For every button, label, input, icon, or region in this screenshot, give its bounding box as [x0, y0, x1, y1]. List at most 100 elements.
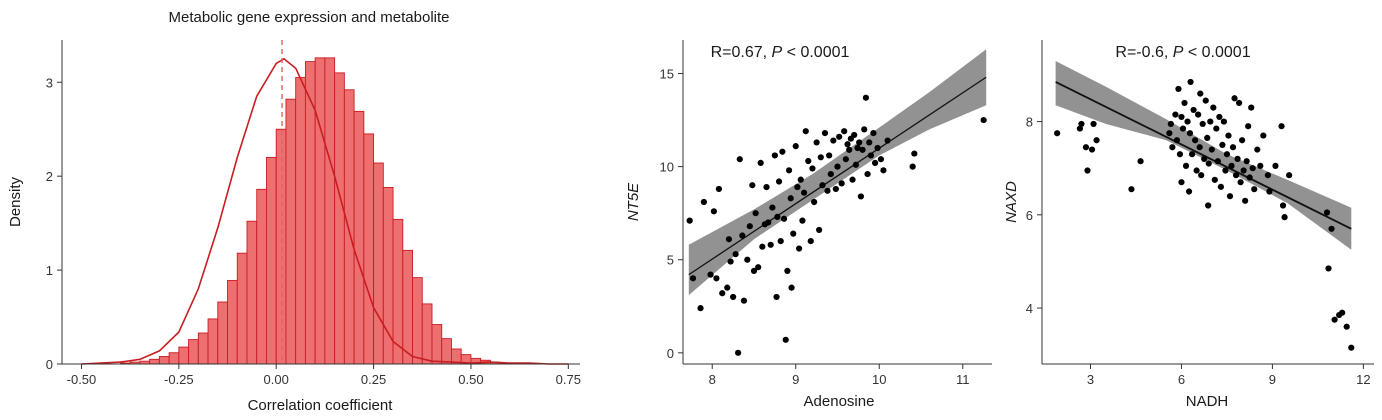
data-point — [782, 336, 789, 343]
data-point — [1323, 209, 1331, 216]
data-point — [830, 137, 837, 144]
data-point — [700, 198, 707, 206]
data-point — [1205, 160, 1212, 167]
data-point — [836, 133, 843, 140]
histogram-bar — [168, 352, 180, 365]
scatter-points — [686, 94, 987, 356]
scatter-y-ticks: 4 6 8 — [1026, 115, 1042, 316]
data-point — [1201, 155, 1208, 162]
data-point — [861, 126, 868, 133]
data-point — [1243, 158, 1250, 165]
data-point — [866, 139, 873, 146]
data-point — [1181, 99, 1188, 107]
y-tick-label: 3 — [46, 75, 53, 90]
histogram-panel: Metabolic gene expression and metabolite… — [7, 9, 581, 414]
data-point — [824, 187, 831, 194]
data-point — [1088, 146, 1096, 153]
data-point — [980, 116, 987, 124]
data-point — [1173, 137, 1181, 144]
data-point — [884, 137, 891, 144]
data-point — [1172, 111, 1179, 118]
data-point — [874, 144, 881, 152]
data-point — [909, 163, 916, 170]
data-point — [807, 238, 814, 245]
data-point — [1078, 120, 1085, 128]
y-tick-label: 4 — [1026, 301, 1033, 316]
y-tick-label: 5 — [667, 253, 674, 268]
data-point — [816, 226, 823, 234]
data-point — [1272, 162, 1279, 169]
data-point — [842, 156, 849, 163]
data-point — [1205, 202, 1212, 209]
histogram-bar — [295, 77, 306, 365]
data-point — [1325, 265, 1332, 272]
scatter-y-ticks: 0 5 10 15 — [660, 67, 683, 361]
data-point — [867, 152, 875, 159]
regression-line — [688, 76, 987, 276]
data-point — [792, 143, 799, 150]
data-point — [1245, 123, 1252, 130]
data-point — [1266, 188, 1273, 195]
histogram-bar — [431, 324, 443, 365]
data-point — [1249, 165, 1256, 172]
data-point — [1179, 125, 1187, 132]
y-tick-label: 10 — [660, 160, 674, 175]
data-point — [1220, 118, 1228, 125]
data-point — [775, 178, 783, 185]
histogram-bar — [188, 339, 199, 365]
data-point — [1199, 120, 1206, 128]
histogram-bar — [275, 128, 287, 365]
data-point — [755, 264, 762, 271]
x-tick-label: 0.00 — [264, 372, 289, 387]
x-tick-label: 10 — [872, 372, 886, 387]
data-point — [1328, 225, 1335, 232]
x-tick-label: 3 — [1087, 372, 1094, 387]
data-point — [1264, 172, 1271, 179]
data-point — [1260, 132, 1267, 139]
histogram-bar — [285, 98, 297, 365]
data-point — [1082, 144, 1090, 151]
histogram-bar — [236, 252, 248, 365]
histogram-y-label: Density — [7, 176, 24, 227]
data-point — [1196, 144, 1203, 151]
data-point — [1093, 137, 1100, 144]
data-point — [832, 185, 839, 193]
data-point — [811, 198, 818, 206]
histogram-bar — [441, 338, 452, 365]
scatter-x-ticks: 8 9 10 11 — [709, 364, 970, 387]
data-point — [697, 305, 704, 312]
data-point — [809, 165, 816, 172]
scatter-x-label: Adenosine — [804, 393, 875, 410]
x-tick-label: 9 — [1269, 372, 1276, 387]
x-tick-label: 0.50 — [458, 372, 483, 387]
data-point — [800, 189, 808, 196]
data-point — [1084, 167, 1091, 174]
data-point — [864, 170, 871, 178]
data-point — [1348, 344, 1355, 351]
histogram-bar — [158, 356, 170, 365]
data-point — [732, 251, 739, 258]
density-curve — [81, 57, 569, 365]
data-point — [1054, 130, 1061, 137]
x-tick-label: -0.25 — [164, 372, 194, 387]
data-point — [1278, 123, 1285, 130]
data-point — [856, 139, 863, 146]
data-point — [841, 128, 848, 135]
scatter-y-label: NT5E — [625, 182, 642, 221]
y-tick-label: 8 — [1026, 115, 1033, 130]
data-point — [799, 217, 806, 224]
data-point — [1216, 113, 1223, 121]
data-point — [1254, 146, 1261, 153]
data-point — [773, 293, 780, 301]
data-point — [1195, 111, 1202, 118]
x-tick-label: 0.25 — [361, 372, 386, 387]
data-point — [1235, 99, 1243, 107]
data-point — [1187, 78, 1194, 86]
data-point — [1186, 130, 1194, 137]
data-point — [1214, 158, 1221, 165]
x-tick-label: 8 — [709, 372, 716, 387]
histogram-bar — [363, 133, 375, 365]
data-point — [740, 297, 748, 304]
data-point — [821, 130, 829, 137]
